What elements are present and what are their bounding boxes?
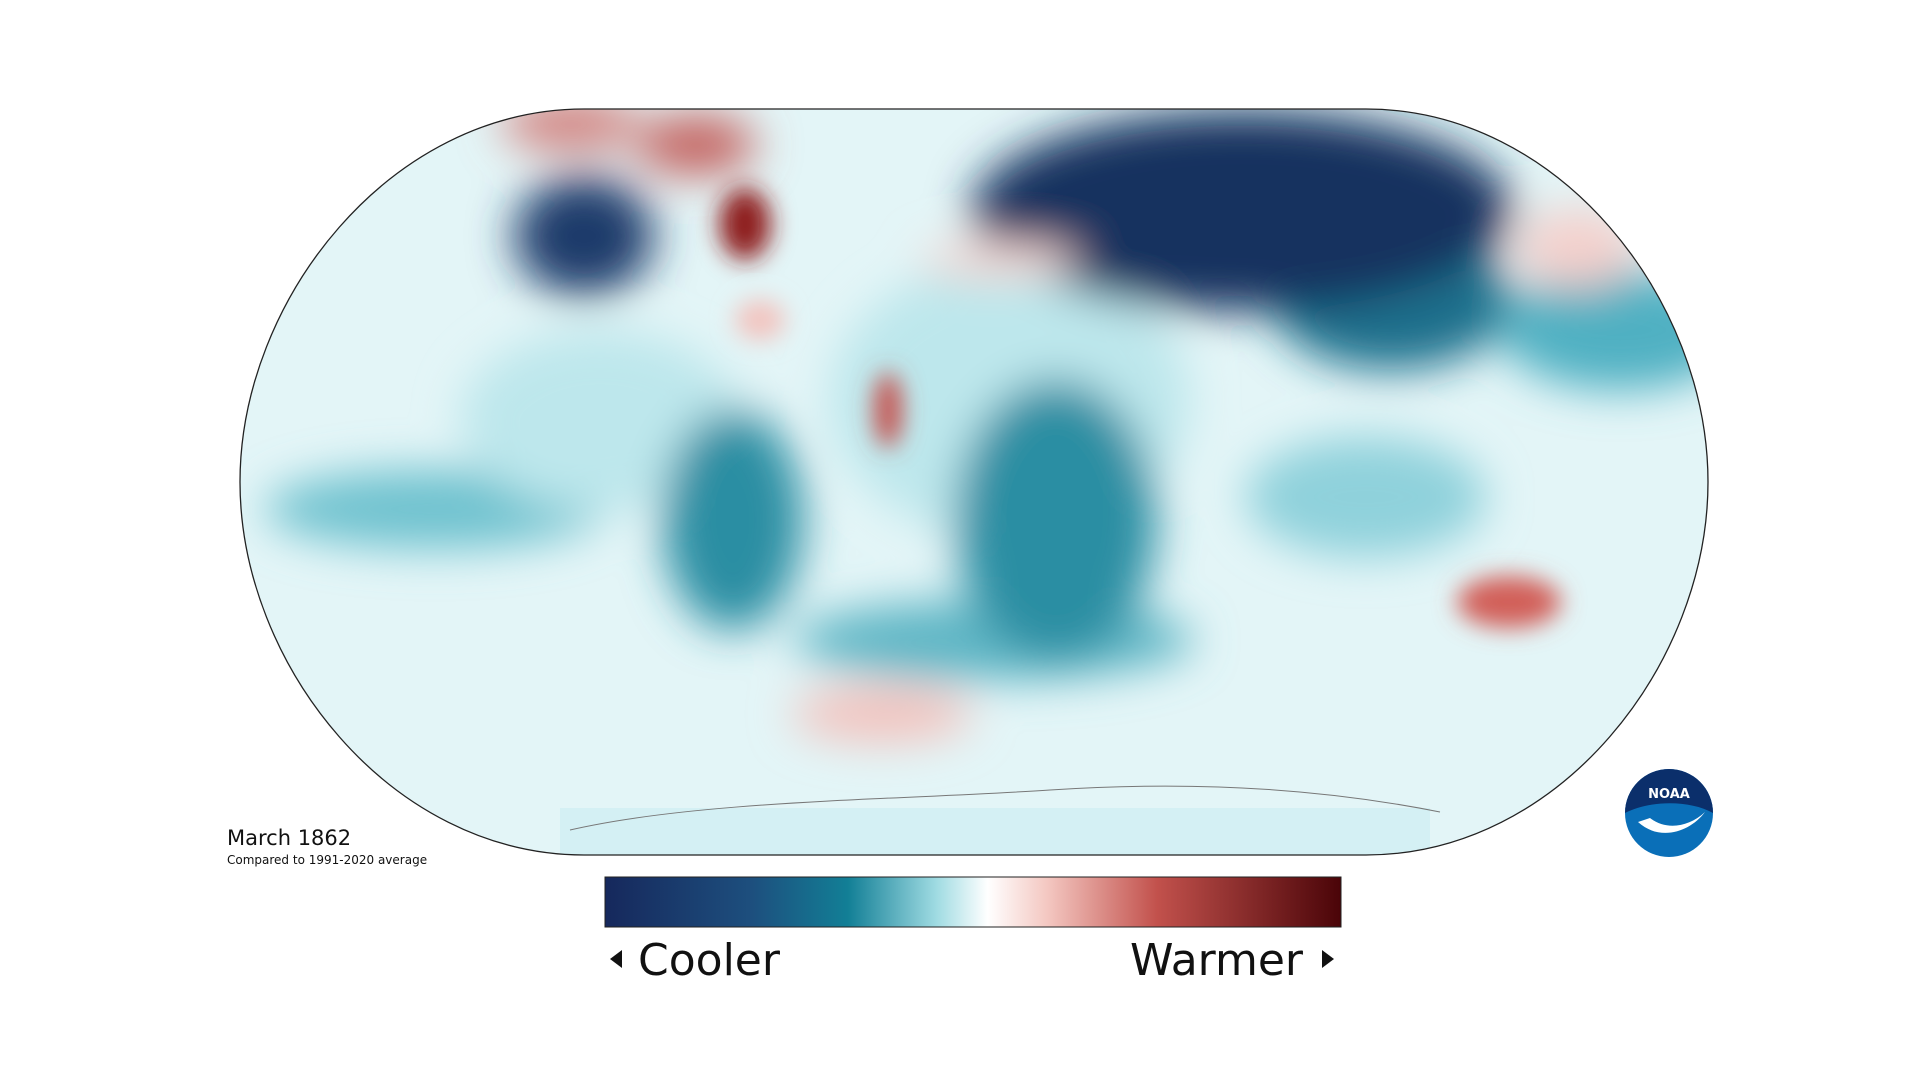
anomaly-map (240, 109, 1708, 855)
logo-text: NOAA (1648, 787, 1690, 802)
noaa-logo: NOAA (1625, 769, 1713, 857)
right-arrow (1322, 950, 1334, 968)
map-title: March 1862 (227, 826, 351, 850)
antarctica-coast (569, 785, 1441, 831)
left-arrow (610, 950, 622, 968)
color-scale (604, 876, 1342, 928)
map-outline (239, 108, 1709, 856)
map-subtitle: Compared to 1991-2020 average (227, 853, 427, 867)
legend-high: Warmer (1130, 935, 1304, 986)
legend-low: Cooler (638, 935, 781, 986)
